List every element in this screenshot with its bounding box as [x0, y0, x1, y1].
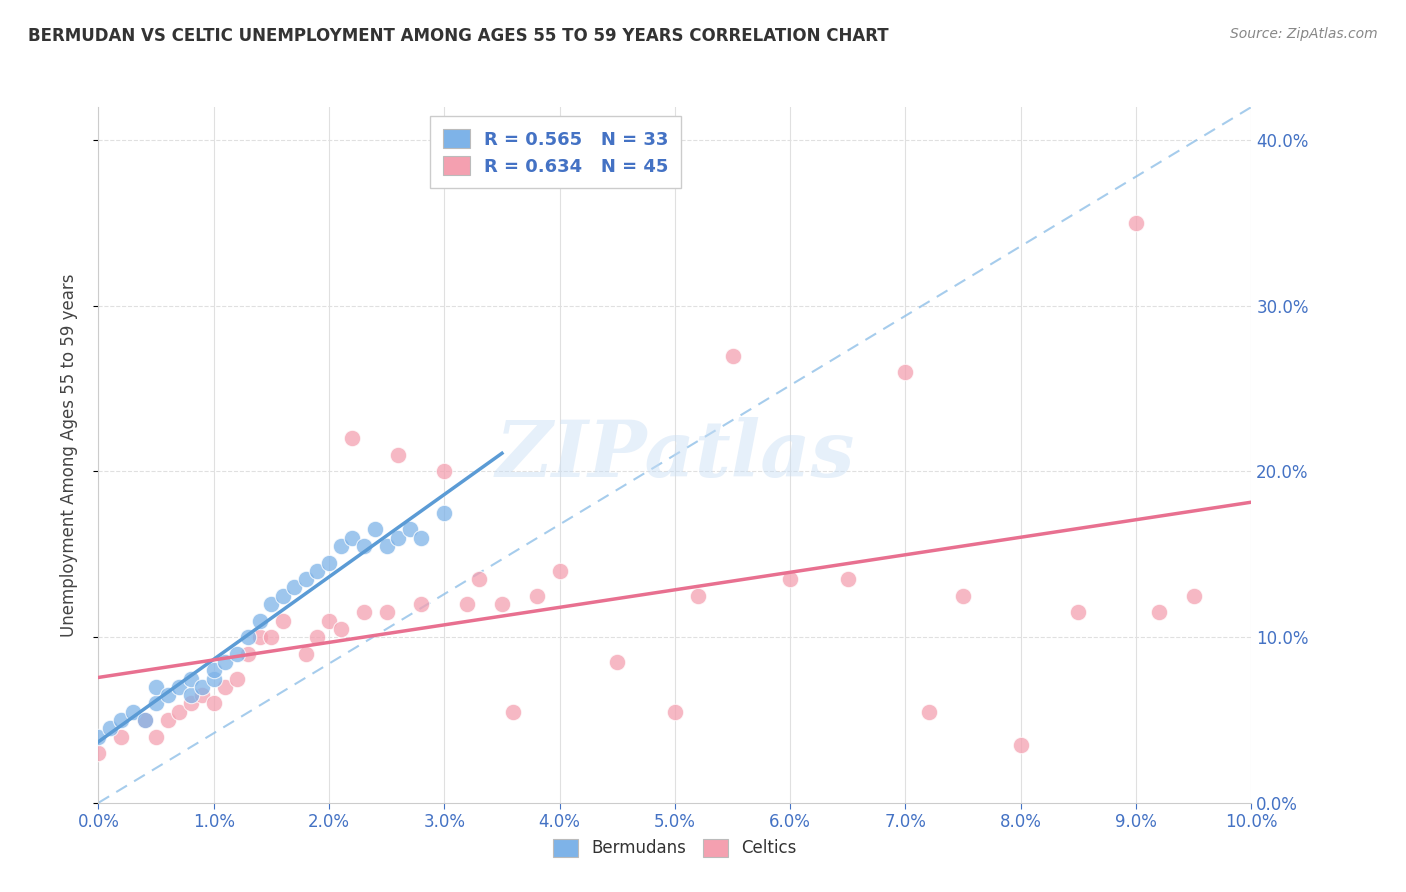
Legend: Bermudans, Celtics: Bermudans, Celtics [547, 832, 803, 864]
Point [779, 572, 801, 586]
Point [249, 614, 271, 628]
Point [167, 705, 190, 719]
Point [214, 680, 236, 694]
Point [1067, 605, 1090, 619]
Point [260, 597, 283, 611]
Point [329, 622, 352, 636]
Point [375, 605, 398, 619]
Point [433, 506, 456, 520]
Point [491, 597, 513, 611]
Point [283, 581, 305, 595]
Point [249, 630, 271, 644]
Point [202, 672, 225, 686]
Point [87, 746, 110, 760]
Point [260, 630, 283, 644]
Point [353, 539, 375, 553]
Text: ZIPatlas: ZIPatlas [495, 417, 855, 493]
Point [411, 597, 433, 611]
Point [548, 564, 571, 578]
Point [894, 365, 917, 379]
Point [387, 531, 409, 545]
Point [202, 663, 225, 677]
Point [191, 680, 214, 694]
Point [98, 721, 121, 735]
Point [398, 523, 420, 537]
Point [191, 688, 214, 702]
Point [456, 597, 478, 611]
Point [271, 589, 294, 603]
Point [664, 705, 686, 719]
Point [214, 655, 236, 669]
Text: Source: ZipAtlas.com: Source: ZipAtlas.com [1230, 27, 1378, 41]
Point [917, 705, 939, 719]
Point [318, 556, 340, 570]
Point [1147, 605, 1170, 619]
Point [353, 605, 375, 619]
Point [721, 349, 744, 363]
Point [180, 697, 202, 711]
Point [468, 572, 491, 586]
Point [145, 730, 167, 744]
Point [1125, 216, 1147, 230]
Point [238, 630, 260, 644]
Point [433, 465, 456, 479]
Point [110, 713, 132, 727]
Point [318, 614, 340, 628]
Point [167, 680, 190, 694]
Y-axis label: Unemployment Among Ages 55 to 59 years: Unemployment Among Ages 55 to 59 years [59, 273, 77, 637]
Point [87, 730, 110, 744]
Point [307, 630, 329, 644]
Point [180, 672, 202, 686]
Point [122, 705, 145, 719]
Point [295, 647, 318, 661]
Point [134, 713, 156, 727]
Point [686, 589, 709, 603]
Point [271, 614, 294, 628]
Point [837, 572, 859, 586]
Point [1182, 589, 1205, 603]
Point [329, 539, 352, 553]
Point [375, 539, 398, 553]
Point [225, 672, 247, 686]
Point [526, 589, 548, 603]
Point [145, 697, 167, 711]
Point [340, 531, 363, 545]
Point [606, 655, 628, 669]
Point [134, 713, 156, 727]
Point [364, 523, 387, 537]
Point [180, 688, 202, 702]
Point [952, 589, 974, 603]
Point [238, 647, 260, 661]
Point [502, 705, 524, 719]
Point [156, 713, 179, 727]
Point [295, 572, 318, 586]
Point [110, 730, 132, 744]
Point [202, 697, 225, 711]
Point [156, 688, 179, 702]
Text: BERMUDAN VS CELTIC UNEMPLOYMENT AMONG AGES 55 TO 59 YEARS CORRELATION CHART: BERMUDAN VS CELTIC UNEMPLOYMENT AMONG AG… [28, 27, 889, 45]
Point [387, 448, 409, 462]
Point [145, 680, 167, 694]
Point [1010, 738, 1032, 752]
Point [307, 564, 329, 578]
Point [411, 531, 433, 545]
Point [225, 647, 247, 661]
Point [340, 431, 363, 445]
